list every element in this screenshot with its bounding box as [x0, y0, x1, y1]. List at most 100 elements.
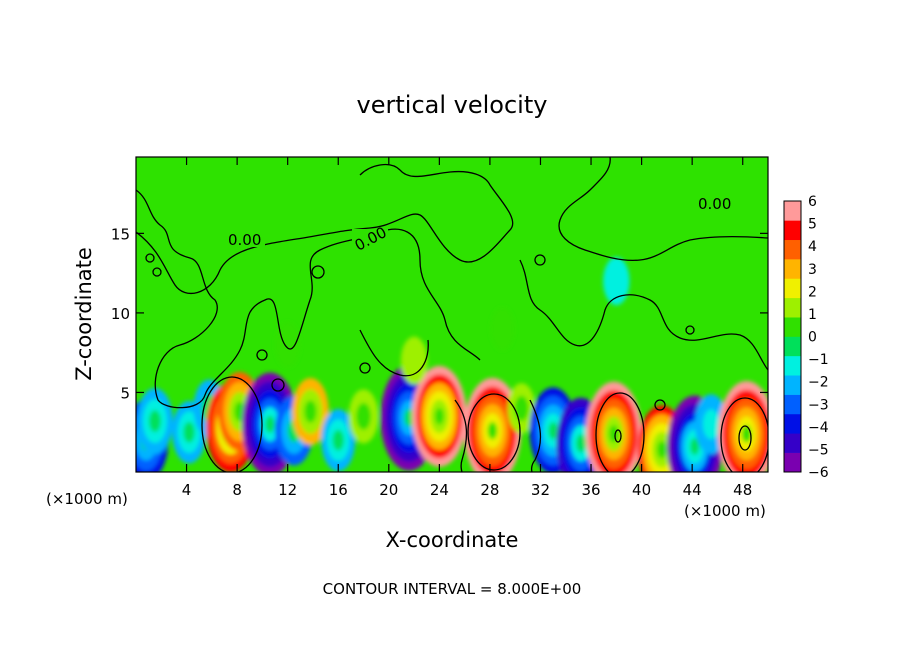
y-axis: 5 10 15 — [111, 225, 768, 402]
velocity-cell — [304, 400, 317, 423]
zero-contour-line — [454, 399, 468, 472]
zero-contour-line — [136, 163, 514, 294]
colorbar-swatch — [784, 201, 801, 221]
velocity-cell — [275, 321, 301, 368]
y-tick-label: 15 — [111, 225, 130, 243]
colorbar-tick-label: 0 — [808, 330, 817, 346]
x-tick-label: 8 — [232, 481, 242, 499]
y-tick-label: 5 — [120, 384, 130, 402]
y-tick-label: 10 — [111, 305, 130, 323]
colorbar-tick-label: −5 — [808, 442, 829, 458]
x-tick-label: 28 — [480, 481, 499, 499]
colorbar-swatch — [784, 433, 801, 453]
zero-contour-line — [558, 157, 768, 261]
x-units-right: (×1000 m) — [684, 502, 766, 520]
plot-frame — [135, 156, 769, 473]
velocity-field — [136, 257, 768, 472]
velocity-cell — [514, 395, 529, 421]
contour-small-loop — [359, 362, 371, 374]
plot-area: 0.00 0.00 0.00 — [136, 157, 768, 472]
zero-contour-line — [529, 399, 542, 472]
contour-label: 0.00 — [698, 195, 731, 213]
contour-interval-note: CONTOUR INTERVAL = 8.000E+00 — [323, 580, 582, 598]
x-tick-label: 36 — [581, 481, 600, 499]
velocity-cell — [690, 438, 700, 456]
colorbar-tick-label: 2 — [808, 284, 817, 300]
velocity-cell — [332, 429, 344, 451]
contour-small-loop — [271, 378, 285, 392]
contour-cell-outline — [614, 429, 622, 443]
x-tick-label: 40 — [632, 481, 651, 499]
contour-cell-outline — [595, 392, 645, 472]
contour-small-loop — [152, 267, 162, 277]
velocity-cell — [400, 336, 428, 385]
velocity-cell — [490, 307, 515, 351]
contour-cell-outline — [738, 425, 752, 451]
colorbar-swatch — [784, 336, 801, 357]
velocity-cell — [356, 402, 371, 430]
colorbar-tick-label: 4 — [808, 239, 817, 255]
colorbar-swatch — [784, 375, 801, 395]
contour-label: 0.00 — [228, 231, 261, 249]
colorbar-swatch — [784, 239, 801, 260]
colorbar-tick-label: −6 — [808, 465, 829, 481]
zero-contour-line — [519, 259, 768, 371]
contour-small-loop — [685, 325, 695, 335]
velocity-cell — [265, 415, 275, 433]
colorbar-swatch — [784, 317, 801, 337]
colorbar-swatch — [784, 355, 801, 376]
colorbar-tick-label: 6 — [808, 194, 817, 210]
colorbar-tick-label: −1 — [808, 352, 829, 368]
colorbar-swatch — [784, 259, 801, 279]
x-tick-label: 12 — [278, 481, 297, 499]
contour-small-loop — [145, 253, 155, 263]
x-tick-label: 32 — [531, 481, 550, 499]
zero-contour-line — [359, 329, 429, 377]
contour-small-loop — [311, 265, 325, 279]
colorbar: 6 5 4 3 2 1 0 −1 −2 −3 −4 −5 −6 — [783, 194, 829, 481]
contour-small-loop — [534, 254, 546, 266]
velocity-cell — [702, 409, 720, 440]
velocity-cell — [434, 407, 444, 425]
colorbar-tick-label: −3 — [808, 397, 829, 413]
colorbar-tick-label: 5 — [808, 217, 817, 233]
colorbar-tick-label: 3 — [808, 262, 817, 278]
velocity-cell — [657, 440, 667, 459]
contour-cell-outline — [201, 376, 263, 472]
colorbar-swatch — [784, 297, 801, 318]
velocity-cell — [741, 425, 752, 443]
x-units-left: (×1000 m) — [46, 490, 128, 508]
velocity-cell — [234, 401, 246, 422]
zero-contour-line — [136, 189, 481, 409]
velocity-cell — [404, 409, 414, 427]
velocity-cell — [576, 434, 586, 453]
colorbar-frame — [783, 200, 802, 473]
zero-contours — [136, 157, 768, 472]
x-tick-label: 24 — [430, 481, 449, 499]
contour-cell-outline — [720, 397, 768, 472]
x-tick-label: 44 — [683, 481, 702, 499]
x-tick-label: 16 — [329, 481, 348, 499]
velocity-cell — [603, 257, 630, 306]
colorbar-tick-label: −2 — [808, 375, 829, 391]
chart-title: vertical velocity — [357, 91, 548, 119]
contour-small-loop — [654, 399, 666, 411]
velocity-cell — [183, 421, 195, 443]
colorbar-swatch — [784, 394, 801, 415]
x-tick-label: 48 — [733, 481, 752, 499]
x-tick-label: 20 — [379, 481, 398, 499]
velocity-cell — [487, 421, 498, 440]
contour-cell-outline — [467, 393, 521, 471]
colorbar-swatch — [784, 220, 801, 241]
contour-small-loop — [256, 349, 268, 361]
x-tick-label: 4 — [182, 481, 192, 499]
velocity-cell — [548, 422, 558, 440]
colorbar-tick-label: 1 — [808, 307, 817, 323]
y-axis-label: Z-coordinate — [72, 247, 96, 381]
colorbar-swatch — [784, 413, 801, 434]
colorbar-swatch — [784, 278, 801, 299]
velocity-cell — [148, 410, 161, 433]
x-axis-label: X-coordinate — [386, 528, 519, 552]
x-axis: 4 8 12 16 20 24 28 32 36 40 44 48 — [182, 157, 752, 499]
